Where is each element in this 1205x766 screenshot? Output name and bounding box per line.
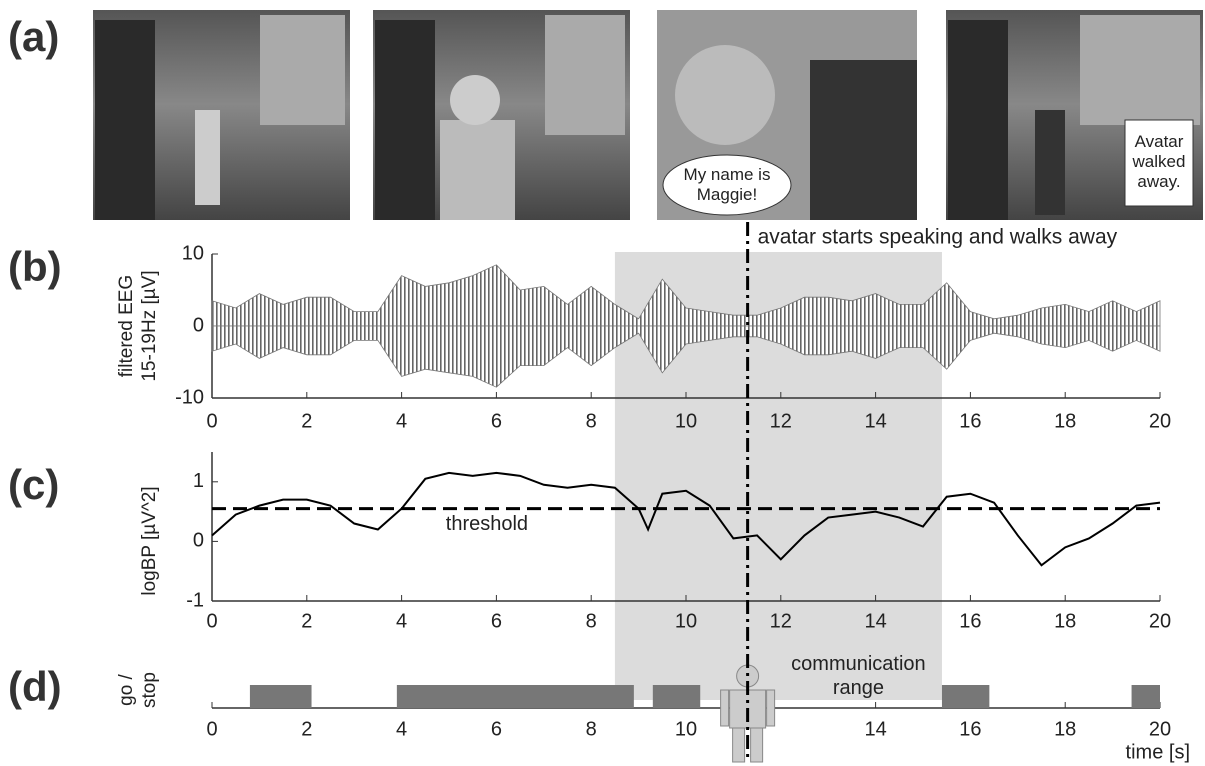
x-tick-label: 4	[396, 410, 407, 432]
y-axis-label: go /	[116, 673, 137, 705]
go-interval	[652, 685, 701, 708]
person-silhouette	[810, 60, 917, 220]
building	[260, 15, 345, 125]
avatar-head	[675, 45, 775, 145]
speech-text: My name is Maggie!	[683, 165, 771, 204]
x-tick-label: 0	[206, 610, 217, 632]
person-arm	[720, 689, 730, 727]
x-tick-label: 14	[864, 610, 886, 632]
photos	[93, 10, 1203, 220]
x-tick-label: 8	[586, 610, 597, 632]
x-tick-label: 18	[1054, 718, 1076, 740]
x-tick-label: 4	[396, 718, 407, 740]
y-tick-label: 0	[193, 314, 204, 336]
speech-bubble	[662, 154, 792, 216]
panel-label: (d)	[8, 663, 62, 710]
building	[1080, 15, 1200, 125]
eeg-envelope	[211, 325, 1161, 388]
x-tick-label: 0	[206, 410, 217, 432]
avatar	[195, 110, 220, 205]
person-silhouette	[375, 20, 435, 220]
go-interval	[249, 685, 312, 708]
x-tick-label: 6	[491, 718, 502, 740]
go-interval	[941, 685, 990, 708]
x-tick-label: 4	[396, 610, 407, 632]
x-tick-label: 18	[1054, 410, 1076, 432]
x-tick-label: 0	[206, 718, 217, 740]
x-tick-label: 18	[1054, 610, 1076, 632]
overlay-layer: avatar starts speaking and walks away	[720, 222, 1118, 763]
shade-label: communication range	[791, 653, 926, 699]
x-tick-label: 14	[864, 718, 886, 740]
x-tick-label: 16	[959, 718, 981, 740]
event-label: avatar starts speaking and walks away	[758, 226, 1118, 249]
y-axis-label: logBP [µV^2]	[139, 486, 160, 595]
caption-box	[1124, 119, 1194, 207]
x-tick-label: 10	[675, 718, 697, 740]
x-tick-label: 16	[959, 410, 981, 432]
x-tick-label: 12	[770, 610, 792, 632]
avatar-head	[450, 75, 500, 125]
x-tick-label: 16	[959, 610, 981, 632]
avatar	[440, 120, 515, 220]
go-interval	[396, 685, 634, 708]
y-tick-label: 0	[193, 530, 204, 552]
panel-labels: (a) (b) (c) (d)	[8, 13, 62, 710]
panel-label: (a)	[8, 13, 59, 60]
y-axis-label: stop	[139, 672, 160, 708]
y-tick-label: -1	[186, 589, 204, 611]
threshold-label: threshold	[446, 513, 528, 535]
y-tick-label: 10	[182, 242, 204, 264]
x-tick-label: 6	[491, 610, 502, 632]
y-tick-label: 1	[193, 470, 204, 492]
y-axis-label: filtered EEG	[116, 275, 137, 377]
x-tick-label: 14	[864, 410, 886, 432]
x-tick-label: 2	[301, 410, 312, 432]
x-tick-label: 12	[770, 410, 792, 432]
eeg-envelope	[211, 264, 1161, 327]
x-tick-label: 10	[675, 410, 697, 432]
building	[545, 15, 625, 135]
panel-label: (b)	[8, 243, 62, 290]
go-interval	[1131, 685, 1160, 708]
person-leg	[750, 727, 764, 763]
x-axis-label: time [s]	[1126, 741, 1190, 763]
avatar	[1035, 110, 1065, 215]
x-tick-label: 8	[586, 718, 597, 740]
y-tick-label: -10	[175, 386, 204, 408]
x-tick-label: 20	[1149, 610, 1171, 632]
person-icon	[720, 664, 776, 763]
x-tick-label: 2	[301, 718, 312, 740]
person-arm	[766, 689, 776, 727]
caption-text: Avatar walked away.	[1132, 132, 1186, 191]
y-axis-label: 15-19Hz [µV]	[139, 270, 160, 381]
person-silhouette	[948, 20, 1008, 220]
x-tick-label: 20	[1149, 410, 1171, 432]
x-tick-label: 6	[491, 410, 502, 432]
x-tick-label: 20	[1149, 718, 1171, 740]
panel-label: (c)	[8, 461, 59, 508]
x-tick-label: 8	[586, 410, 597, 432]
person-silhouette	[95, 20, 155, 220]
x-tick-label: 10	[675, 610, 697, 632]
person-leg	[732, 727, 746, 763]
x-tick-label: 2	[301, 610, 312, 632]
